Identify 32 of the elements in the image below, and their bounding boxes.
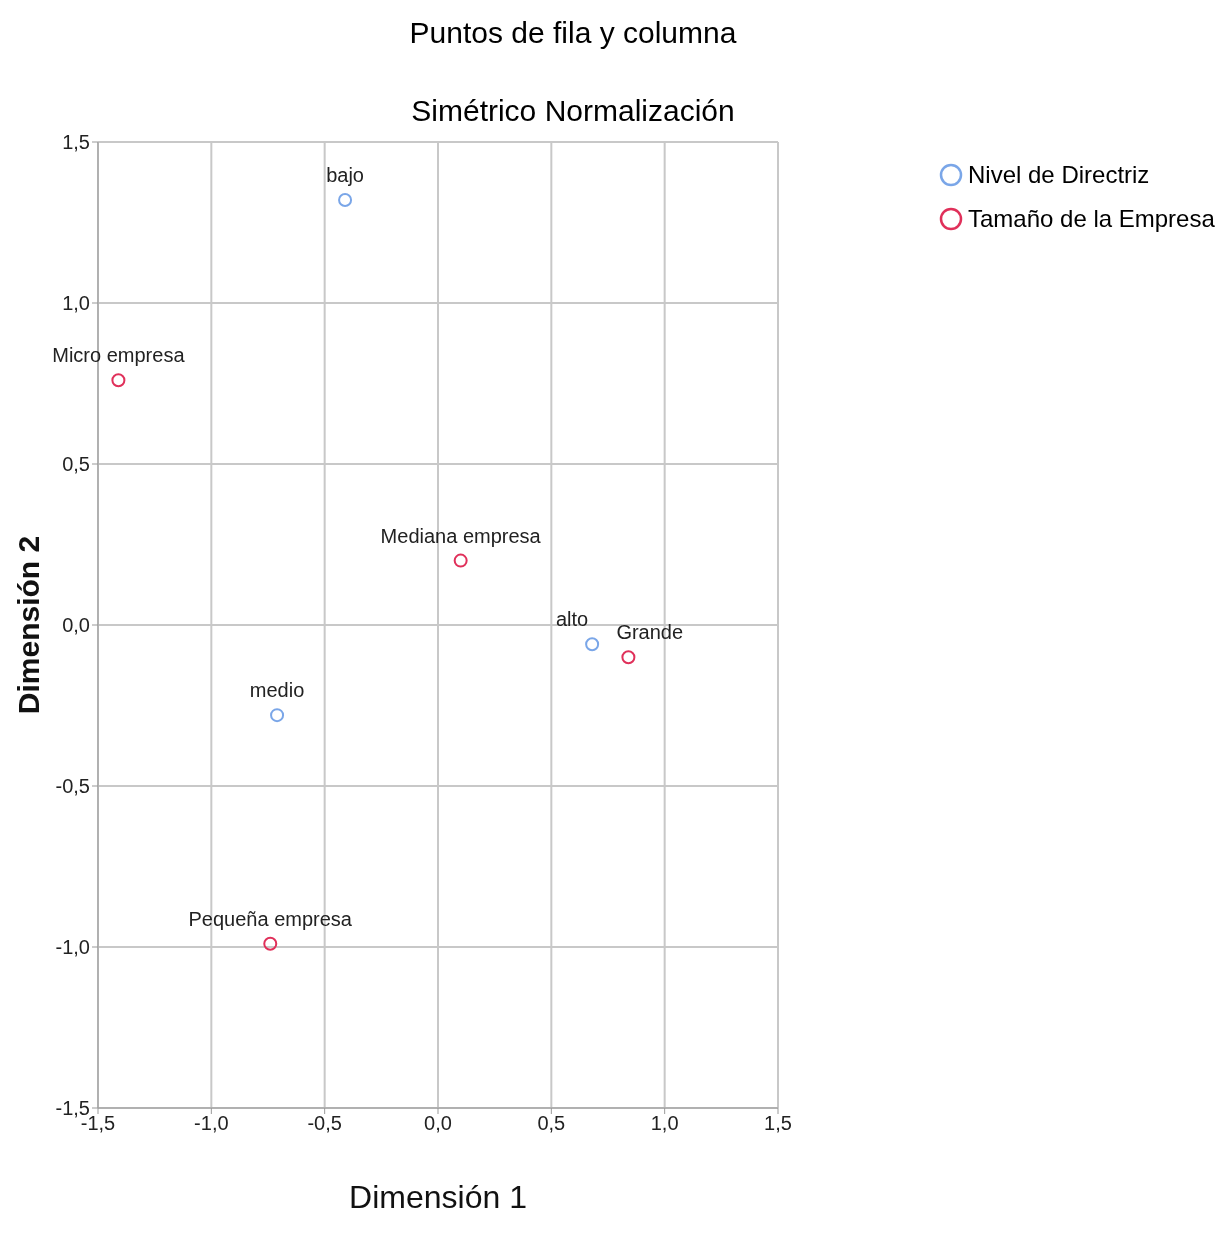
x-tick-label: 0,5 xyxy=(537,1112,566,1135)
y-tick-label: 1,0 xyxy=(62,292,90,315)
y-axis-title: Dimensión 2 xyxy=(11,535,45,715)
annotation: medio xyxy=(249,679,305,702)
point xyxy=(263,936,278,951)
y-tick-label: 0,5 xyxy=(62,453,90,476)
point xyxy=(111,373,126,388)
annotation: Mediana empresa xyxy=(380,524,542,547)
point xyxy=(338,192,353,207)
annotation: alto xyxy=(555,608,589,631)
x-axis-title: Dimensión 1 xyxy=(349,1179,527,1215)
x-tick-label: 1,5 xyxy=(764,1112,792,1135)
annotation: Pequeña empresa xyxy=(188,907,353,930)
point xyxy=(270,708,285,723)
x-tick-label: -0,5 xyxy=(307,1112,342,1135)
annotation: Micro empresa xyxy=(52,344,186,367)
chart-subtitle: Simétrico Normalización xyxy=(410,94,736,128)
annotation: bajo xyxy=(326,163,364,186)
point xyxy=(621,650,636,665)
y-tick-label: 0,0 xyxy=(62,614,90,637)
legend-label: Nivel de Directriz xyxy=(968,161,1150,189)
y-tick-label: -0,5 xyxy=(55,775,90,798)
y-tick-label: -1,0 xyxy=(55,936,90,959)
point xyxy=(585,637,600,652)
x-tick-label: -1,0 xyxy=(194,1112,229,1135)
x-tick-label: 1,0 xyxy=(650,1112,679,1135)
legend-label: Tamaño de la Empresa xyxy=(968,205,1215,233)
point xyxy=(453,553,468,568)
chart-title: Puntos de fila y columna xyxy=(408,16,738,50)
y-tick-label: 1,5 xyxy=(62,131,90,154)
x-tick-label: 0,0 xyxy=(424,1112,452,1135)
annotation: Grande xyxy=(616,621,684,644)
